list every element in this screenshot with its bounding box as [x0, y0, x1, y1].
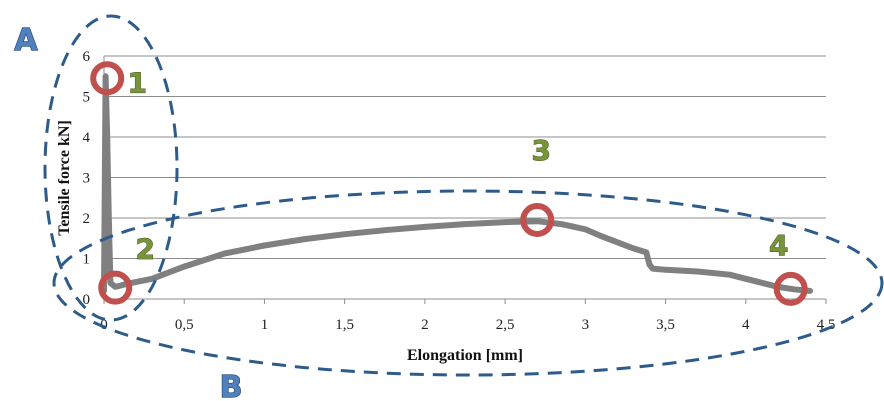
x-tick-label: 3	[582, 317, 590, 333]
point-1-label: 1	[127, 66, 146, 99]
y-tick-label: 0	[83, 292, 91, 308]
y-tick-labels: 0 1 2 3 4 5 6	[83, 49, 91, 308]
x-tick-label: 2	[421, 317, 429, 333]
x-tick-label: 1,5	[335, 317, 354, 333]
x-tick-label: 3,5	[656, 317, 675, 333]
group-a-ellipse	[43, 14, 179, 322]
x-tick-label: 1	[261, 317, 269, 333]
group-b-label: B	[220, 370, 243, 401]
x-tick-label: 0,5	[175, 317, 194, 333]
x-tick-label: 4,5	[817, 317, 836, 333]
point-3-marker	[520, 203, 555, 238]
y-tick-label: 6	[83, 49, 91, 65]
x-axis-title: Elongation [mm]	[407, 347, 523, 364]
point-1-marker	[90, 61, 125, 96]
point-2-marker	[98, 270, 133, 305]
point-markers: 1 2 3 4	[90, 61, 808, 306]
x-tick-label: 4	[742, 317, 750, 333]
y-tick-label: 3	[83, 171, 91, 187]
group-b-ellipse	[52, 189, 884, 377]
y-tick-label: 1	[83, 252, 91, 268]
x-tick-label: 0	[100, 317, 108, 333]
y-tick-label: 5	[83, 90, 91, 106]
y-tick-label: 2	[83, 211, 91, 227]
point-3-label: 3	[531, 134, 550, 167]
point-4-label: 4	[769, 229, 788, 262]
y-tick-label: 4	[83, 130, 91, 146]
x-tick-label: 2,5	[496, 317, 515, 333]
y-axis-title: Tensile force kN]	[56, 120, 73, 236]
group-a-label: A	[14, 23, 38, 58]
x-tick-labels: 0 0,5 1 1,5 2 2,5 3 3,5 4 4,5	[100, 299, 835, 333]
group-ellipses: AB	[14, 14, 884, 401]
point-2-label: 2	[135, 233, 154, 266]
point-4-marker	[773, 271, 808, 306]
grid-lines	[104, 55, 826, 259]
